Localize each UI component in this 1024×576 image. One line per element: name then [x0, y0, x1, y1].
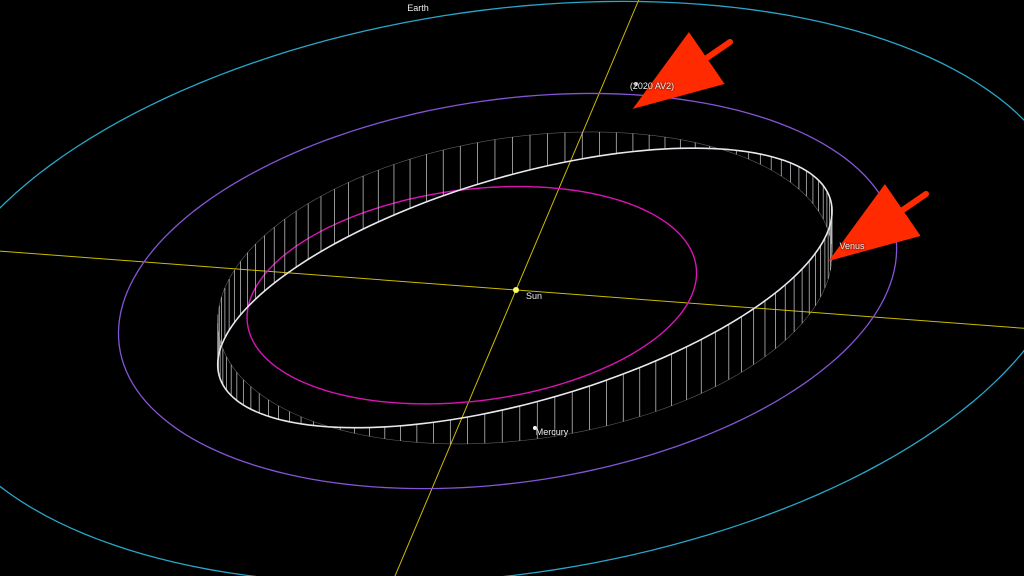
- annotation-arrow-2-icon: [862, 194, 926, 238]
- axis-horizontal: [0, 189, 1024, 392]
- asteroid-hatch: [218, 132, 832, 444]
- label-asteroid: (2020 AV2): [630, 81, 674, 91]
- label-sun: Sun: [526, 291, 542, 301]
- orbit-venus: [118, 93, 896, 488]
- orbit-asteroid-footprint: [218, 132, 832, 444]
- sun-icon: [513, 287, 519, 293]
- orbit-asteroid: [218, 148, 832, 428]
- orbit-diagram: Earth Venus Mercury (2020 AV2) Sun: [0, 0, 1024, 576]
- orbit-svg: [0, 0, 1024, 576]
- label-mercury: Mercury: [536, 427, 569, 437]
- label-earth: Earth: [407, 3, 429, 13]
- annotation-arrow-1-icon: [666, 42, 730, 86]
- label-venus: Venus: [839, 241, 864, 251]
- orbit-earth: [0, 1, 1024, 576]
